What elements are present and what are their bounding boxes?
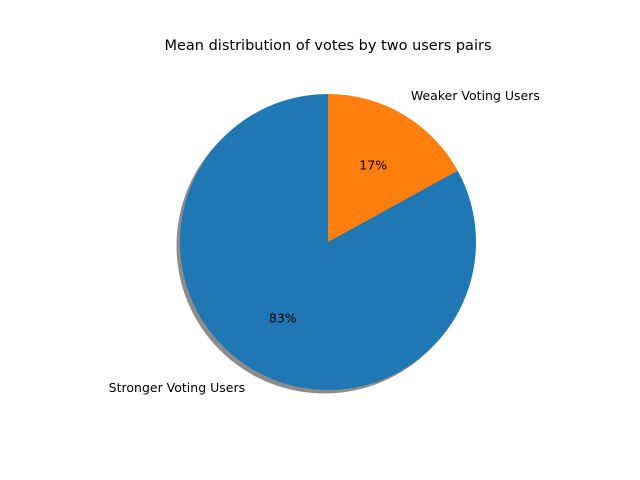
pie-slice-stronger-voting-users	[180, 94, 477, 390]
slice-label-weaker-voting-users: Weaker Voting Users	[411, 88, 540, 103]
percent-label-weaker-voting-users: 17%	[359, 158, 387, 173]
pie-slice-weaker-voting-users	[328, 94, 458, 242]
pie-labels: Weaker Voting Users 17% Stronger Voting Us…	[109, 88, 540, 395]
chart-title: Mean distribution of votes by two users …	[164, 38, 491, 54]
slice-label-stronger-voting-users: Stronger Voting Users	[109, 380, 245, 395]
pie-slices	[180, 94, 477, 390]
percent-label-stronger-voting-users: 83%	[269, 310, 297, 325]
